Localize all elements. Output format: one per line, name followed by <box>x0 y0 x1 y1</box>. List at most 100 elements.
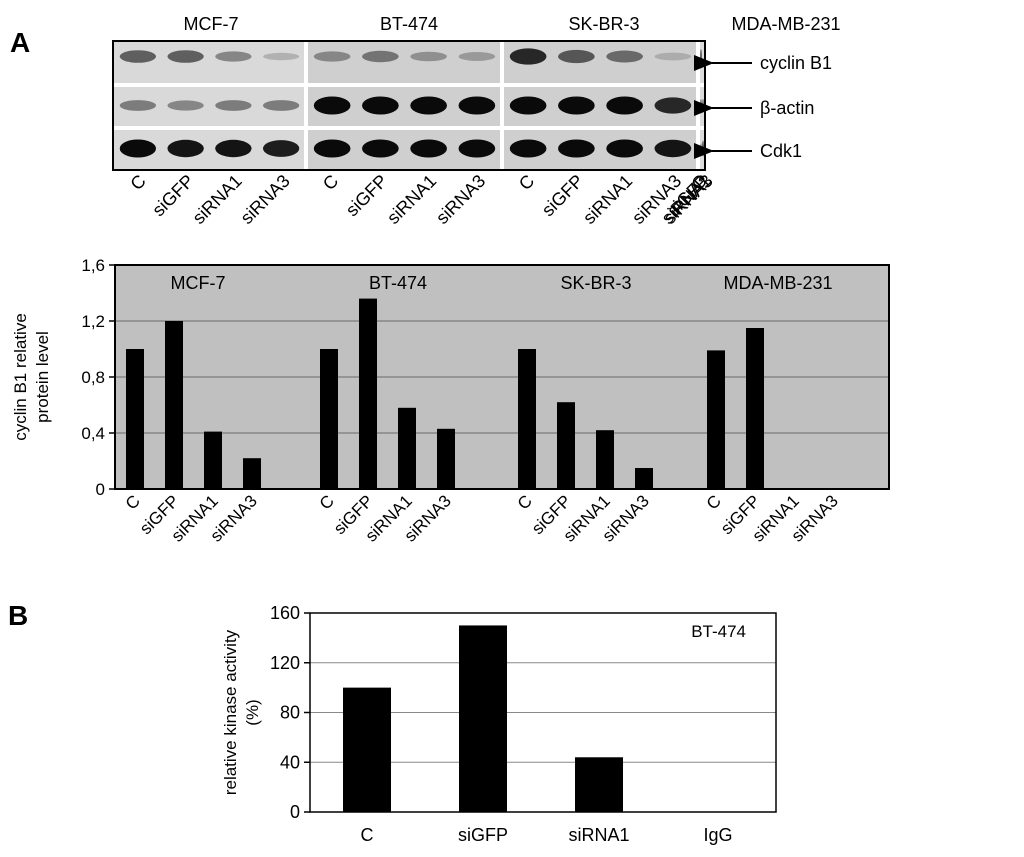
blot-lane-label: siRNA3 <box>432 171 489 228</box>
x-tick-label: C <box>122 491 144 513</box>
chart-group-label: BT-474 <box>369 273 427 293</box>
blot-separator <box>114 127 704 130</box>
blot-band <box>410 96 447 115</box>
y-tick-label: 1,6 <box>81 256 105 275</box>
y-tick-label: 0,4 <box>81 424 105 443</box>
x-tick-label: siRNA1 <box>568 825 629 845</box>
blot-lane-label: C <box>515 171 538 194</box>
blot-band <box>509 96 547 115</box>
blot-band <box>558 139 595 158</box>
blot-cell-line-label: MCF-7 <box>184 14 239 34</box>
y-tick-label: 80 <box>280 703 300 723</box>
blot-cell-line-label: MDA-MB-231 <box>731 14 840 34</box>
blot-band <box>215 100 252 111</box>
blot-band <box>509 139 547 158</box>
chart-annotation: BT-474 <box>691 622 746 641</box>
western-blot: MCF-7 BT-474 SK-BR-3 MDA-MB-231 cyclin B1 β-a… <box>112 14 841 228</box>
blot-band <box>119 139 157 158</box>
blot-band <box>606 96 643 115</box>
blot-band <box>119 100 157 111</box>
blot-lane-label: C <box>319 171 342 194</box>
panel-label-b: B <box>8 600 28 631</box>
panel-label-a: A <box>10 27 30 58</box>
blot-band <box>700 49 701 64</box>
blot-band <box>313 51 351 62</box>
bar <box>746 328 764 489</box>
blot-cell <box>308 42 501 83</box>
blot-band <box>215 139 252 158</box>
blot-band <box>410 139 447 158</box>
y-tick-label: 0 <box>96 480 105 499</box>
bar <box>343 687 391 812</box>
blot-band <box>606 139 643 158</box>
blot-band <box>215 51 252 62</box>
chart-group-label: MCF-7 <box>171 273 226 293</box>
blot-cell <box>114 42 305 83</box>
blot-band <box>509 48 547 65</box>
blot-band <box>558 96 595 115</box>
chart-group-label: MDA-MB-231 <box>723 273 832 293</box>
y-tick-label: 160 <box>270 603 300 623</box>
blot-cell-line-label: SK-BR-3 <box>568 14 639 34</box>
bar <box>707 350 725 489</box>
blot-band <box>703 98 704 113</box>
bar <box>596 430 614 489</box>
bar <box>437 428 455 489</box>
bar <box>575 757 623 812</box>
y-tick-label: 0,8 <box>81 368 105 387</box>
blot-band <box>167 100 204 111</box>
x-tick-label: C <box>361 825 374 845</box>
bar <box>126 349 144 489</box>
x-tick-label: siGFP <box>458 825 508 845</box>
blot-band <box>262 52 300 61</box>
blot-band <box>654 97 692 114</box>
blot-band <box>458 96 496 115</box>
blot-band <box>262 100 300 111</box>
blot-band <box>458 139 496 158</box>
y-tick-label: 120 <box>270 653 300 673</box>
blot-band <box>701 99 702 112</box>
bar <box>518 349 536 489</box>
bar <box>165 321 183 489</box>
blot-band <box>701 49 702 64</box>
blot-band <box>558 49 595 64</box>
bar <box>243 458 261 489</box>
blot-band <box>654 52 692 61</box>
blot-band <box>262 140 300 157</box>
chart-a: 0 0,4 0,8 1,2 1,6 cyclin B1 relative protein l… <box>11 256 890 546</box>
plot-frame <box>309 612 777 813</box>
blot-lane-label: siRNA1 <box>579 171 636 228</box>
bar <box>459 625 507 812</box>
blot-band <box>700 143 701 154</box>
blot-cell-line-label: BT-474 <box>380 14 438 34</box>
bar <box>557 402 575 489</box>
blot-band <box>702 140 703 157</box>
blot-band <box>313 139 351 158</box>
y-axis-label: cyclin B1 relative <box>11 313 30 441</box>
blot-band <box>654 139 692 158</box>
blot-separator <box>500 42 504 169</box>
blot-band <box>458 52 496 61</box>
blot-band <box>362 139 399 158</box>
y-axis-label: relative kinase activity <box>221 629 240 795</box>
blot-band <box>167 139 204 158</box>
blot-band <box>702 98 703 113</box>
blot-separator <box>114 84 704 87</box>
bar <box>359 298 377 489</box>
y-tick-label: 40 <box>280 752 300 772</box>
blot-lane-label: siRNA1 <box>189 171 246 228</box>
chart-b: 0 40 80 120 160 relative kinase activity (%) C s… <box>221 603 777 845</box>
blot-band <box>362 96 399 115</box>
y-tick-label: 1,2 <box>81 312 105 331</box>
protein-label: cyclin B1 <box>760 53 832 73</box>
plot-frame <box>114 264 890 490</box>
protein-label: β-actin <box>760 98 814 118</box>
blot-band <box>313 96 351 115</box>
blot-band <box>703 140 704 157</box>
blot-lane-label: siRNA3 <box>237 171 294 228</box>
y-axis-label: protein level <box>33 331 52 423</box>
blot-lane-label: siRNA1 <box>383 171 440 228</box>
bar <box>398 407 416 489</box>
chart-group-label: SK-BR-3 <box>560 273 631 293</box>
x-tick-label: C <box>316 491 338 513</box>
